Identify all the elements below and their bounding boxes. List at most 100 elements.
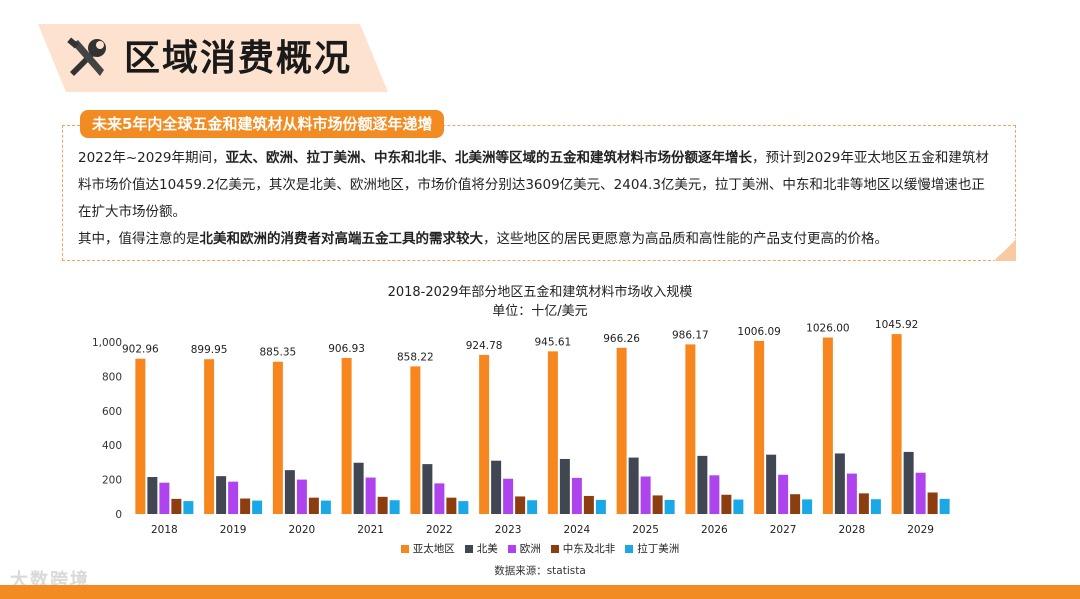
bar-europe	[846, 473, 857, 514]
x-tick-label: 2022	[426, 524, 453, 536]
bar-asia_pacific	[341, 358, 352, 514]
p2-post: ，这些地区的居民更愿意为高品质和高性能的产品支付更高的价格。	[483, 231, 888, 247]
bar-latin_america	[870, 499, 881, 514]
bar-europe	[915, 472, 926, 514]
bar-mideast_africa	[377, 496, 388, 514]
bar-europe	[640, 476, 651, 514]
bar-north_america	[147, 477, 158, 514]
bar-mideast_africa	[171, 498, 182, 514]
legend-label: 欧洲	[519, 543, 541, 555]
legend-swatch	[625, 545, 634, 553]
p1-bold: 亚太、欧洲、拉丁美洲、中东和北非、北美洲等区域的五金和建筑材料市场份额逐年增长	[225, 150, 753, 166]
bar-europe	[709, 475, 720, 514]
bar-north_america	[834, 453, 845, 514]
legend-item: 北美	[464, 541, 498, 556]
p1-pre: 2022年~2029年期间，	[78, 150, 226, 166]
bar-mideast_africa	[790, 494, 801, 514]
paragraph-2: 其中，值得注意的是北美和欧洲的消费者对高端五金工具的需求较大，这些地区的居民更愿…	[78, 226, 998, 253]
bar-north_america	[697, 455, 708, 514]
data-label: 1006.09	[737, 326, 780, 338]
bar-europe	[228, 481, 239, 514]
bar-europe	[434, 483, 445, 514]
bar-asia_pacific	[204, 359, 215, 514]
data-label: 924.78	[466, 340, 503, 352]
data-source: 数据来源：statista	[494, 565, 586, 577]
bar-asia_pacific	[272, 361, 283, 514]
bar-north_america	[284, 470, 295, 514]
bar-mideast_africa	[858, 493, 869, 514]
bar-asia_pacific	[135, 358, 146, 514]
subtitle-tag: 未来5年内全球五金和建筑材从料市场份额逐年递增	[80, 110, 445, 138]
bar-north_america	[628, 457, 639, 514]
bar-asia_pacific	[685, 344, 696, 514]
data-label: 986.17	[672, 329, 709, 341]
bar-asia_pacific	[754, 340, 765, 514]
bar-mideast_africa	[240, 498, 251, 514]
y-tick-label: 600	[102, 406, 122, 418]
y-tick-label: 200	[102, 475, 122, 487]
bar-europe	[778, 474, 789, 514]
bar-europe	[365, 477, 376, 514]
bottom-bar	[0, 585, 1080, 599]
legend-item: 亚太地区	[400, 541, 455, 556]
chart-title: 2018-2029年部分地区五金和建筑材料市场收入规模	[387, 285, 693, 300]
info-box	[62, 125, 1016, 261]
x-tick-label: 2026	[701, 524, 728, 536]
p1-post: ，预计到2029年亚太地区五金和建筑材料市场价值达10459.2亿美元，其次是北…	[78, 150, 989, 220]
bar-latin_america	[733, 499, 744, 514]
page-fold	[994, 239, 1016, 261]
legend-label: 北美	[476, 543, 498, 555]
x-tick-label: 2024	[564, 524, 591, 536]
bar-europe	[503, 478, 514, 514]
bar-asia_pacific	[616, 347, 627, 514]
bar-latin_america	[183, 501, 194, 514]
data-label: 966.26	[603, 333, 640, 345]
bar-latin_america	[595, 499, 606, 514]
y-tick-label: 400	[102, 440, 122, 452]
chart-legend: 亚太地区 北美 欧洲 中东及北非 拉丁美洲	[0, 541, 1080, 556]
bar-asia_pacific	[479, 354, 490, 514]
data-label: 1026.00	[806, 323, 849, 335]
legend-label: 中东及北非	[562, 543, 616, 555]
data-label: 899.95	[191, 344, 228, 356]
y-tick-label: 800	[102, 371, 122, 383]
legend-item: 欧洲	[507, 541, 541, 556]
bar-asia_pacific	[822, 337, 833, 514]
x-tick-label: 2027	[770, 524, 797, 536]
bar-mideast_africa	[515, 496, 526, 514]
bar-latin_america	[320, 500, 331, 514]
bar-mideast_africa	[652, 495, 663, 514]
bar-latin_america	[939, 498, 950, 514]
bar-mideast_africa	[308, 497, 319, 514]
data-label: 885.35	[260, 347, 297, 359]
y-tick-label: 1,000	[92, 337, 122, 349]
x-tick-label: 2025	[632, 524, 659, 536]
bar-latin_america	[458, 501, 469, 514]
bar-north_america	[491, 460, 502, 514]
bar-latin_america	[252, 500, 263, 514]
bar-latin_america	[664, 499, 675, 514]
data-label: 902.96	[122, 344, 159, 356]
bar-latin_america	[802, 499, 813, 514]
bar-north_america	[422, 464, 433, 514]
bar-asia_pacific	[547, 351, 558, 514]
data-label: 945.61	[535, 336, 572, 348]
chart-subtitle: 单位：十亿/美元	[492, 304, 588, 319]
bar-europe	[296, 479, 307, 514]
y-tick-label: 0	[115, 509, 122, 521]
bar-europe	[571, 477, 582, 514]
legend-swatch	[464, 545, 473, 553]
bar-europe	[159, 482, 170, 514]
legend-swatch	[400, 545, 409, 553]
x-tick-label: 2018	[151, 524, 178, 536]
bar-north_america	[216, 476, 227, 514]
x-tick-label: 2019	[220, 524, 247, 536]
bar-mideast_africa	[583, 495, 594, 514]
legend-label: 亚太地区	[412, 543, 455, 555]
p2-pre: 其中，值得注意的是	[78, 231, 200, 247]
x-tick-label: 2023	[495, 524, 522, 536]
p2-bold: 北美和欧洲的消费者对高端五金工具的需求较大	[199, 231, 484, 247]
paragraph-1: 2022年~2029年期间，亚太、欧洲、拉丁美洲、中东和北非、北美洲等区域的五金…	[78, 145, 998, 226]
bar-latin_america	[389, 500, 400, 514]
